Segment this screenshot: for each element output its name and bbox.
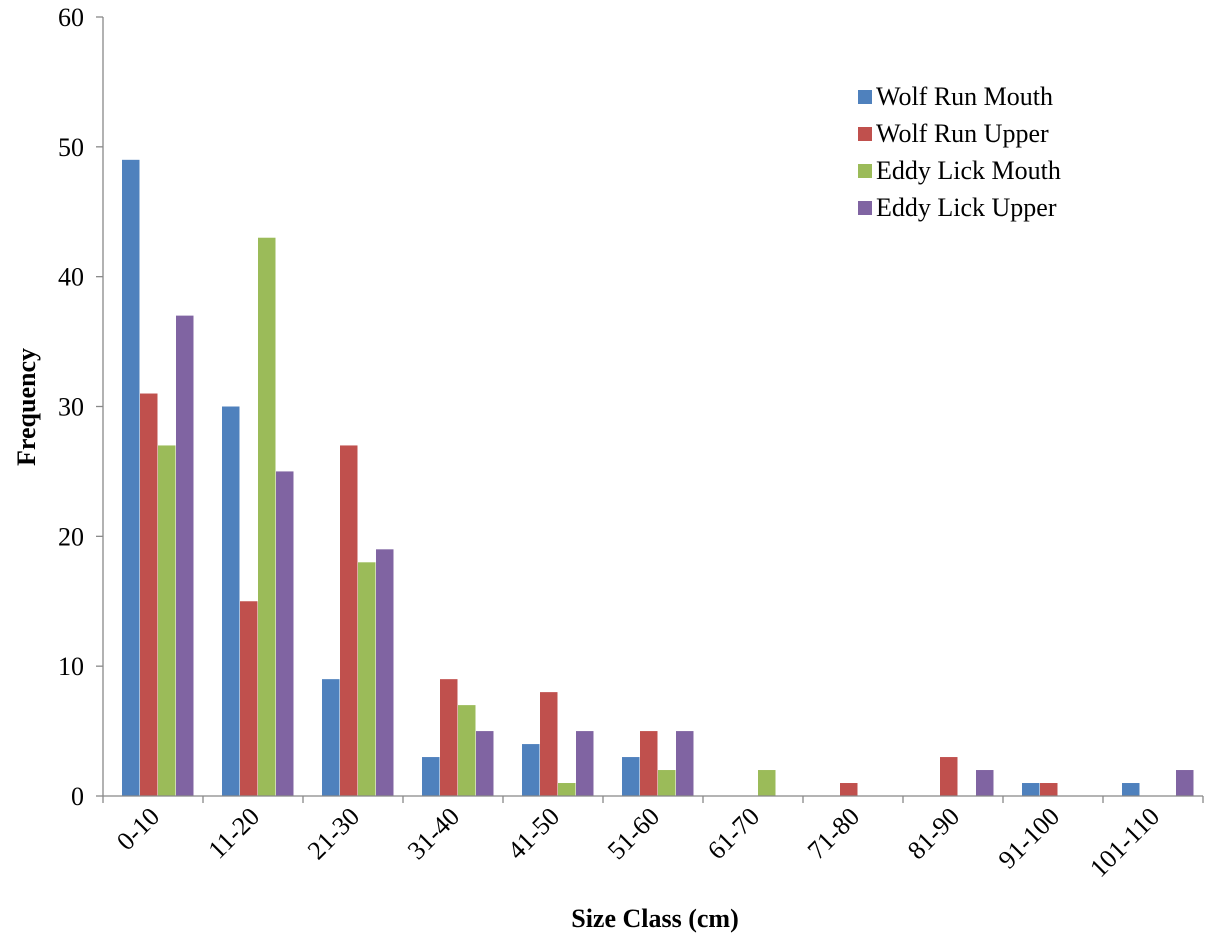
y-tick-label: 50 — [58, 133, 84, 162]
x-tick-label: 11-20 — [203, 802, 266, 865]
bar-3-5 — [676, 731, 694, 796]
bar-0-3 — [422, 757, 440, 796]
bar-0-5 — [622, 757, 640, 796]
legend-swatch-0 — [858, 90, 872, 104]
legend-label-1: Wolf Run Upper — [876, 119, 1049, 148]
bar-1-3 — [440, 679, 458, 796]
x-tick-label: 61-70 — [702, 802, 765, 865]
legend-swatch-1 — [858, 127, 872, 141]
bar-2-3 — [458, 705, 476, 796]
legend-label-0: Wolf Run Mouth — [876, 82, 1053, 111]
legend-label-2: Eddy Lick Mouth — [876, 156, 1061, 185]
bar-1-8 — [940, 757, 958, 796]
legend-label-3: Eddy Lick Upper — [876, 193, 1057, 222]
x-tick-label: 31-40 — [402, 802, 465, 865]
bar-3-0 — [176, 315, 194, 796]
legend-swatch-3 — [858, 201, 872, 215]
bar-1-1 — [240, 601, 258, 796]
y-tick-label: 40 — [58, 263, 84, 292]
bars-layer — [122, 159, 1194, 797]
y-axis-title: Frequency — [12, 348, 41, 466]
bar-1-2 — [340, 445, 358, 796]
y-tick-label: 60 — [58, 3, 84, 32]
bar-0-1 — [222, 406, 240, 796]
bar-3-4 — [576, 731, 594, 796]
bar-3-2 — [376, 549, 394, 796]
y-tick-label: 0 — [71, 782, 84, 811]
bar-3-10 — [1176, 770, 1194, 796]
bar-2-1 — [258, 237, 276, 797]
bar-0-0 — [122, 159, 140, 796]
bar-1-7 — [840, 783, 858, 796]
bar-1-4 — [540, 692, 558, 796]
x-tick-label: 0-10 — [111, 802, 165, 856]
x-tick-label: 51-60 — [602, 802, 665, 865]
bar-1-5 — [640, 731, 658, 796]
bar-2-4 — [558, 783, 576, 796]
bar-2-2 — [358, 562, 376, 796]
bar-3-1 — [276, 471, 294, 796]
y-tick-label: 20 — [58, 522, 84, 551]
x-tick-label: 91-100 — [993, 802, 1066, 875]
x-tick-label: 81-90 — [902, 802, 965, 865]
bar-1-0 — [140, 393, 158, 796]
bar-0-4 — [522, 744, 540, 796]
x-tick-label: 71-80 — [802, 802, 865, 865]
x-axis: 0-10 11-20 21-30 31-40 41-50 51-60 61-70 71-80 8… — [102, 795, 1204, 883]
bar-0-10 — [1122, 783, 1140, 796]
legend: Wolf Run Mouth Wolf Run Upper Eddy Lick Mo… — [858, 82, 1061, 222]
legend-swatch-2 — [858, 164, 872, 178]
x-tick-label: 21-30 — [302, 802, 365, 865]
bar-0-9 — [1022, 783, 1040, 796]
x-tick-label: 101-110 — [1084, 802, 1165, 883]
y-tick-label: 10 — [58, 652, 84, 681]
bar-2-0 — [158, 445, 176, 796]
bar-0-2 — [322, 679, 340, 796]
x-axis-title: Size Class (cm) — [571, 904, 739, 933]
bar-1-9 — [1040, 783, 1058, 796]
x-tick-label: 41-50 — [502, 802, 565, 865]
bar-3-3 — [476, 731, 494, 796]
bar-2-6 — [758, 770, 776, 796]
bar-2-5 — [658, 770, 676, 796]
y-tick-label: 30 — [58, 393, 84, 422]
bar-3-8 — [976, 770, 994, 796]
y-axis: 0 10 20 30 40 50 60 — [58, 3, 104, 811]
